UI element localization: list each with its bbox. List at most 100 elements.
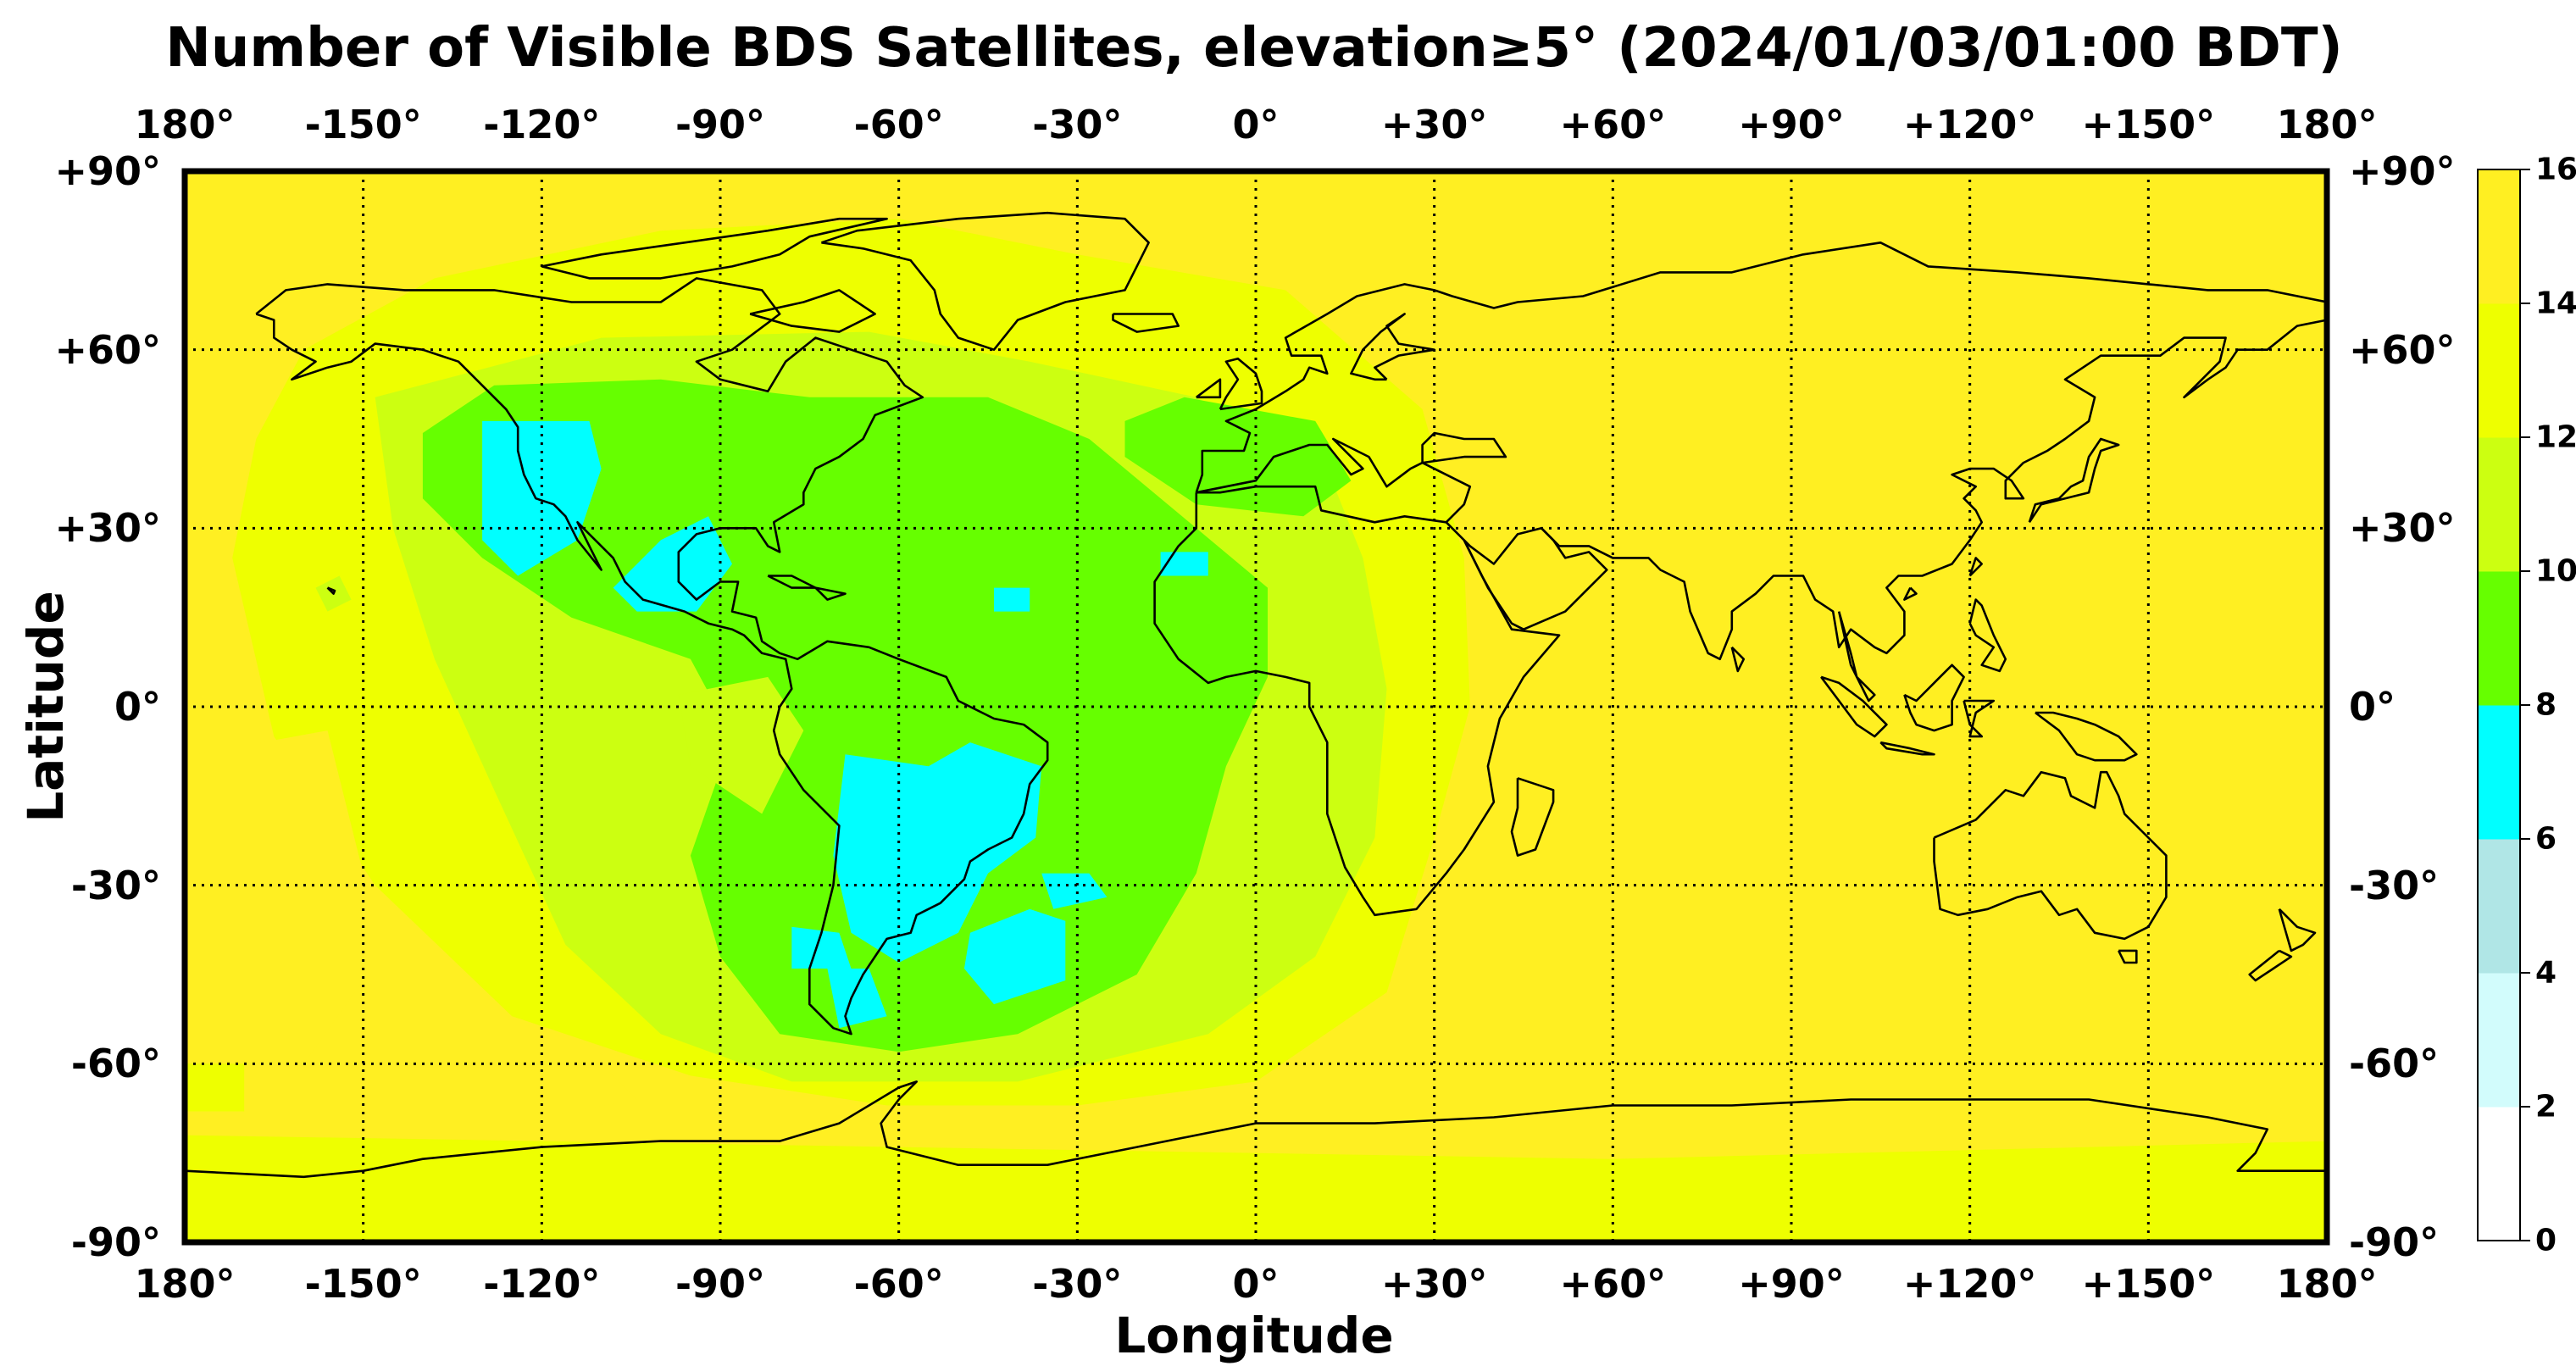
coastline-11 [1196,378,1222,399]
y-tick-label-right-5: -60° [2349,1041,2440,1087]
visibility-region-15 [827,969,887,1029]
x-tick-label-top-10: +120° [1902,102,2037,147]
y-tick-label-left-3: 0° [114,684,161,730]
visibility-region-18 [994,587,1030,612]
coastline-13 [1541,319,2327,661]
x-tick-label-bottom-12: 180° [2276,1261,2378,1307]
coastline-28 [2248,949,2293,982]
colorbar-segment-7 [2478,169,2520,304]
colorbar [2477,169,2530,1241]
coastline-22 [1963,699,1996,738]
x-tick-label-bottom-4: -60° [853,1261,944,1307]
x-tick-label-top-11: +150° [2081,102,2216,147]
x-tick-label-bottom-2: -120° [483,1261,601,1307]
colorbar-tick-label-3: 6 [2535,821,2557,857]
x-tick-label-bottom-9: +90° [1738,1261,1845,1307]
y-tick-label-right-0: +90° [2349,148,2456,194]
visibility-region-14 [791,926,852,969]
coastline-24 [1968,598,2007,673]
colorbar-tick-label-4: 8 [2535,687,2557,723]
colorbar-segment-5 [2478,437,2520,572]
coastline-16 [1968,557,1983,577]
visibility-region-16 [1041,873,1108,909]
coastline-7 [1196,437,1472,524]
colorbar-segment-3 [2478,705,2520,840]
x-tick-label-bottom-8: +60° [1559,1261,1667,1307]
colorbar-segment-4 [2478,571,2520,706]
x-tick-label-bottom-7: +30° [1380,1261,1488,1307]
x-tick-label-top-5: -30° [1032,102,1123,147]
y-tick-label-right-1: +60° [2349,326,2456,373]
coastline-18 [1730,646,1746,673]
coastline-32 [814,586,847,601]
coastline-33 [326,586,336,595]
colorbar-tick-label-8: 16 [2535,152,2576,187]
y-axis-label: Latitude [17,591,75,823]
x-tick-label-top-9: +90° [1738,102,1845,147]
x-tick-label-bottom-5: -30° [1032,1261,1123,1307]
coastline-0 [255,277,1049,1036]
y-tick-label-right-2: +30° [2349,505,2456,552]
visibility-region-1 [185,171,1316,255]
x-axis-label: Longitude [1114,1307,1394,1364]
x-tick-label-bottom-3: -90° [675,1261,766,1307]
y-tick-label-left-1: +60° [54,326,161,373]
y-tick-label-left-2: +30° [54,505,161,552]
coastline-21 [1903,664,1965,732]
x-tick-label-bottom-1: -150° [304,1261,422,1307]
y-tick-label-right-4: -30° [2349,862,2440,908]
heatmap-layer [185,171,2327,1242]
coastline-26 [2118,949,2138,964]
coastline-9 [1350,313,1435,381]
x-tick-label-top-6: 0° [1232,102,1280,147]
coastline-20 [1879,741,1935,756]
visibility-region-17 [963,908,1066,1005]
x-tick-label-top-3: -90° [675,102,766,147]
visibility-region-11 [482,420,602,576]
colorbar-segment-0 [2478,1107,2520,1241]
y-tick-label-left-6: -90° [70,1219,161,1265]
x-tick-label-top-2: -120° [483,102,601,147]
visibility-region-9 [678,676,804,814]
coastline-10 [1219,357,1263,411]
coastline-1 [820,211,1150,352]
visibility-region-2 [185,730,364,1064]
x-tick-label-top-12: 180° [2276,102,2378,147]
visibility-region-13 [833,742,1042,963]
visibility-region-19 [1160,552,1208,576]
graticule-layer [185,171,2327,1242]
coastline-12 [1463,526,1608,631]
coastline-8 [1421,431,1507,464]
coastline-23 [2035,711,2138,762]
colorbar-segment-1 [2478,973,2520,1108]
x-tick-label-top-1: -150° [304,102,422,147]
visibility-region-5 [185,1063,245,1112]
colorbar-tick-label-7: 14 [2535,286,2576,321]
coastline-5 [1153,485,1561,917]
colorbar-segment-2 [2478,839,2520,974]
colorbar-tick-label-0: 0 [2535,1223,2557,1258]
x-tick-label-bottom-0: 180° [134,1261,236,1307]
coastline-27 [2278,908,2317,952]
y-tick-label-right-6: -90° [2349,1219,2440,1265]
colorbar-segment-6 [2478,303,2520,438]
coastline-19 [1820,675,1888,738]
coastline-25 [1933,770,2168,941]
coastline-14 [1837,611,1876,702]
coastline-4 [1112,313,1180,333]
coastline-3 [749,289,876,333]
colorbar-tick-label-6: 12 [2535,419,2576,455]
coastline-29 [1510,777,1555,857]
colorbar-tick-label-2: 4 [2535,955,2557,991]
coastline-2 [541,217,888,280]
x-tick-label-bottom-6: 0° [1232,1261,1280,1307]
coastline-layer [185,211,2327,1179]
coastline-6 [1195,241,2327,493]
x-tick-label-top-8: +60° [1559,102,1667,147]
visibility-region-12 [613,516,732,612]
x-tick-label-top-4: -60° [853,102,944,147]
y-tick-label-left-4: -30° [70,862,161,908]
x-tick-label-bottom-11: +150° [2081,1261,2216,1307]
colorbar-tick-label-5: 10 [2535,553,2576,589]
